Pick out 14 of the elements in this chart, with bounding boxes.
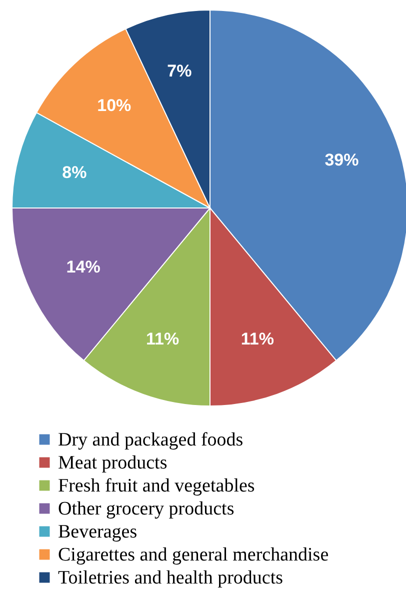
legend-label: Cigarettes and general merchandise [58, 544, 329, 566]
data-label: 11% [240, 330, 274, 349]
legend-label: Dry and packaged foods [58, 430, 244, 450]
legend-label: Toiletries and health products [58, 568, 284, 588]
data-label: 39% [324, 150, 359, 170]
data-label: 8% [62, 163, 87, 182]
data-label: 14% [66, 258, 100, 277]
legend-label: Fresh fruit and vegetables [58, 476, 255, 496]
data-label: 10% [97, 96, 132, 115]
legend-label: Beverages [58, 522, 138, 542]
data-label: 11% [146, 330, 180, 349]
legend-label: Meat products [58, 452, 168, 474]
data-label: 7% [167, 61, 192, 80]
legend-label: Other grocery products [58, 498, 234, 520]
